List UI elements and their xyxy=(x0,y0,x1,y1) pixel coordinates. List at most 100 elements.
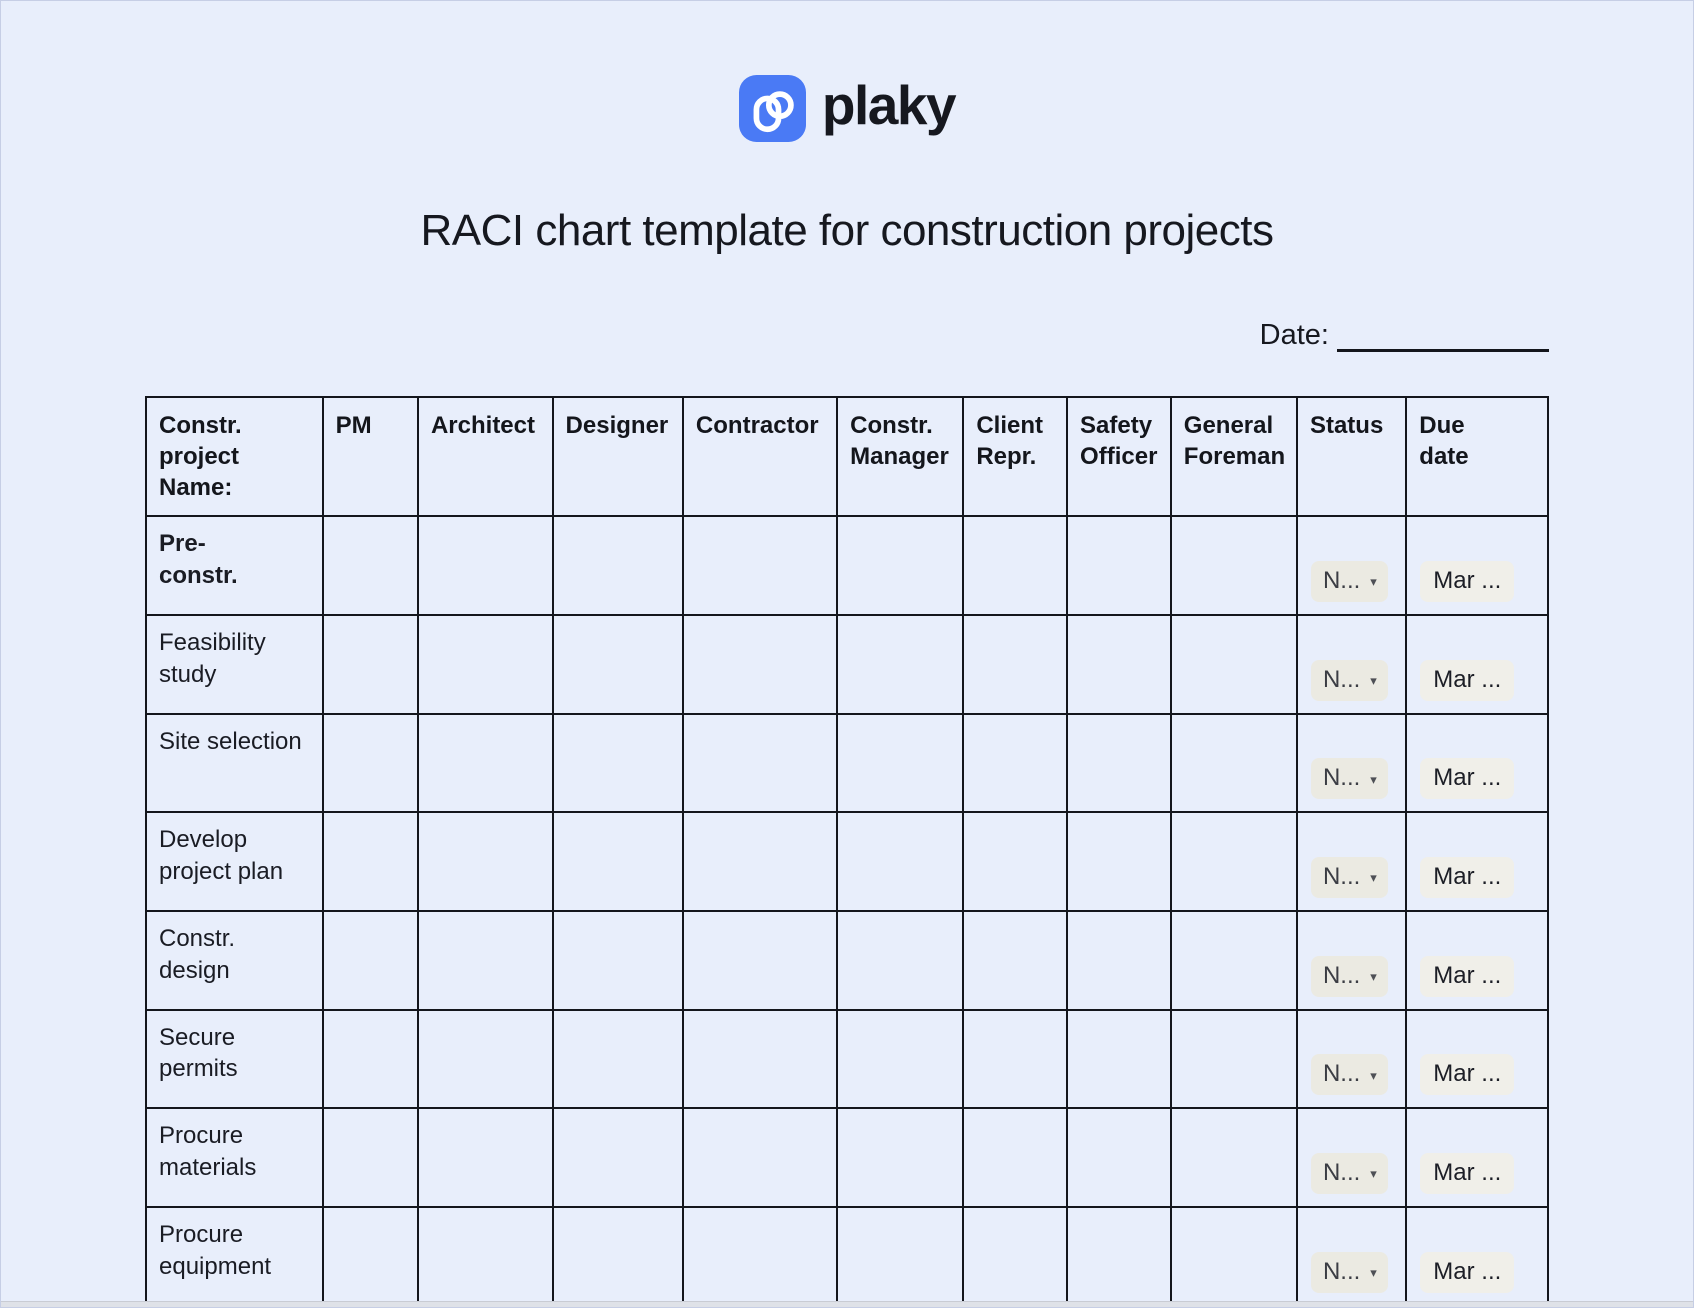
role-assignment-cell xyxy=(681,613,839,715)
role-assignment-cell xyxy=(836,1107,965,1208)
role-assignment-cell xyxy=(551,811,684,912)
role-assignment-cell xyxy=(1169,515,1298,616)
role-assignment-cell xyxy=(962,1107,1069,1208)
role-assignment-cell xyxy=(1066,1107,1172,1208)
status-value: N... xyxy=(1322,1158,1361,1186)
date-label: Date: xyxy=(1259,318,1329,351)
role-assignment-cell xyxy=(681,712,839,814)
due-date-cell: Mar ... xyxy=(1405,515,1549,616)
status-dropdown[interactable]: N... ▾ xyxy=(1310,1152,1388,1194)
task-name-cell: Pre- constr. xyxy=(145,515,324,616)
column-header: Status xyxy=(1295,395,1408,518)
due-date-chip[interactable]: Mar ... xyxy=(1420,856,1515,898)
role-assignment-cell xyxy=(321,909,419,1011)
status-value: N... xyxy=(1322,862,1361,890)
due-date-cell: Mar ... xyxy=(1405,909,1549,1011)
role-assignment-cell xyxy=(836,515,965,616)
due-date-chip[interactable]: Mar ... xyxy=(1420,1152,1515,1194)
status-cell: N... ▾ xyxy=(1295,1107,1408,1208)
status-dropdown[interactable]: N... ▾ xyxy=(1310,659,1388,701)
role-assignment-cell xyxy=(836,1205,965,1307)
brand-logo: plaky xyxy=(1,1,1693,142)
column-header: PM xyxy=(321,395,419,518)
due-date-chip[interactable]: Mar ... xyxy=(1420,1251,1515,1293)
due-date-cell: Mar ... xyxy=(1405,1205,1549,1307)
role-assignment-cell xyxy=(551,909,684,1011)
task-name-cell: Constr. design xyxy=(145,909,324,1011)
due-date-chip[interactable]: Mar ... xyxy=(1420,758,1515,800)
task-name-cell: Site selection xyxy=(145,712,324,814)
status-dropdown[interactable]: N... ▾ xyxy=(1310,955,1388,997)
status-dropdown[interactable]: N... ▾ xyxy=(1310,560,1388,602)
role-assignment-cell xyxy=(1169,1205,1298,1307)
role-assignment-cell xyxy=(681,515,839,616)
role-assignment-cell xyxy=(551,613,684,715)
role-assignment-cell xyxy=(416,909,554,1011)
role-assignment-cell xyxy=(551,1205,684,1307)
column-header: Safety Officer xyxy=(1066,395,1172,518)
window-bottom-edge xyxy=(1,1301,1693,1307)
role-assignment-cell xyxy=(681,1205,839,1307)
status-cell: N... ▾ xyxy=(1295,1008,1408,1110)
role-assignment-cell xyxy=(416,1008,554,1110)
due-date-chip[interactable]: Mar ... xyxy=(1420,659,1515,701)
column-header: Designer xyxy=(551,395,684,518)
status-value: N... xyxy=(1322,764,1361,792)
role-assignment-cell xyxy=(551,712,684,814)
status-dropdown[interactable]: N... ▾ xyxy=(1310,758,1388,800)
role-assignment-cell xyxy=(836,712,965,814)
due-date-chip[interactable]: Mar ... xyxy=(1420,560,1515,602)
role-assignment-cell xyxy=(1169,712,1298,814)
plaky-logo-icon xyxy=(738,75,806,142)
status-value: N... xyxy=(1322,1257,1361,1285)
status-value: N... xyxy=(1322,566,1361,594)
task-name-cell: Procure materials xyxy=(145,1107,324,1208)
column-header: Architect xyxy=(416,395,554,518)
table-row: Feasibility study N... ▾ Mar ... xyxy=(145,613,1549,715)
status-value: N... xyxy=(1322,961,1361,989)
chevron-down-icon: ▾ xyxy=(1370,771,1377,787)
status-cell: N... ▾ xyxy=(1295,712,1408,814)
role-assignment-cell xyxy=(321,515,419,616)
due-date-cell: Mar ... xyxy=(1405,811,1549,912)
status-cell: N... ▾ xyxy=(1295,613,1408,715)
due-date-chip[interactable]: Mar ... xyxy=(1420,955,1515,997)
role-assignment-cell xyxy=(416,1205,554,1307)
role-assignment-cell xyxy=(1169,909,1298,1011)
role-assignment-cell xyxy=(416,515,554,616)
date-row: Date: xyxy=(145,319,1549,352)
due-date-chip[interactable]: Mar ... xyxy=(1420,1054,1515,1096)
chevron-down-icon: ▾ xyxy=(1370,1166,1377,1182)
role-assignment-cell xyxy=(962,712,1069,814)
table-row: Procure equipment N... ▾ Mar ... xyxy=(145,1205,1549,1307)
raci-table: Constr. project Name: PM Architect Designer… xyxy=(145,395,1549,1307)
role-assignment-cell xyxy=(836,613,965,715)
role-assignment-cell xyxy=(962,515,1069,616)
role-assignment-cell xyxy=(321,1008,419,1110)
role-assignment-cell xyxy=(681,1008,839,1110)
role-assignment-cell xyxy=(962,1008,1069,1110)
role-assignment-cell xyxy=(1169,1008,1298,1110)
due-date-cell: Mar ... xyxy=(1405,1107,1549,1208)
role-assignment-cell xyxy=(551,515,684,616)
table-row: Procure materials N... ▾ Mar ... xyxy=(145,1107,1549,1208)
column-header: Constr. Manager xyxy=(836,395,965,518)
column-header: Due date xyxy=(1405,395,1549,518)
status-dropdown[interactable]: N... ▾ xyxy=(1310,1054,1388,1096)
brand-wordmark: plaky xyxy=(821,74,957,136)
role-assignment-cell xyxy=(1066,1008,1172,1110)
role-assignment-cell xyxy=(416,811,554,912)
role-assignment-cell xyxy=(416,712,554,814)
chevron-down-icon: ▾ xyxy=(1370,673,1377,688)
role-assignment-cell xyxy=(551,1107,684,1208)
role-assignment-cell xyxy=(1066,811,1172,912)
status-dropdown[interactable]: N... ▾ xyxy=(1310,1251,1388,1293)
role-assignment-cell xyxy=(416,613,554,715)
role-assignment-cell xyxy=(321,613,419,715)
status-cell: N... ▾ xyxy=(1295,909,1408,1011)
role-assignment-cell xyxy=(681,909,839,1011)
status-dropdown[interactable]: N... ▾ xyxy=(1310,856,1388,898)
due-date-cell: Mar ... xyxy=(1405,1008,1549,1110)
chevron-down-icon: ▾ xyxy=(1370,1265,1377,1281)
